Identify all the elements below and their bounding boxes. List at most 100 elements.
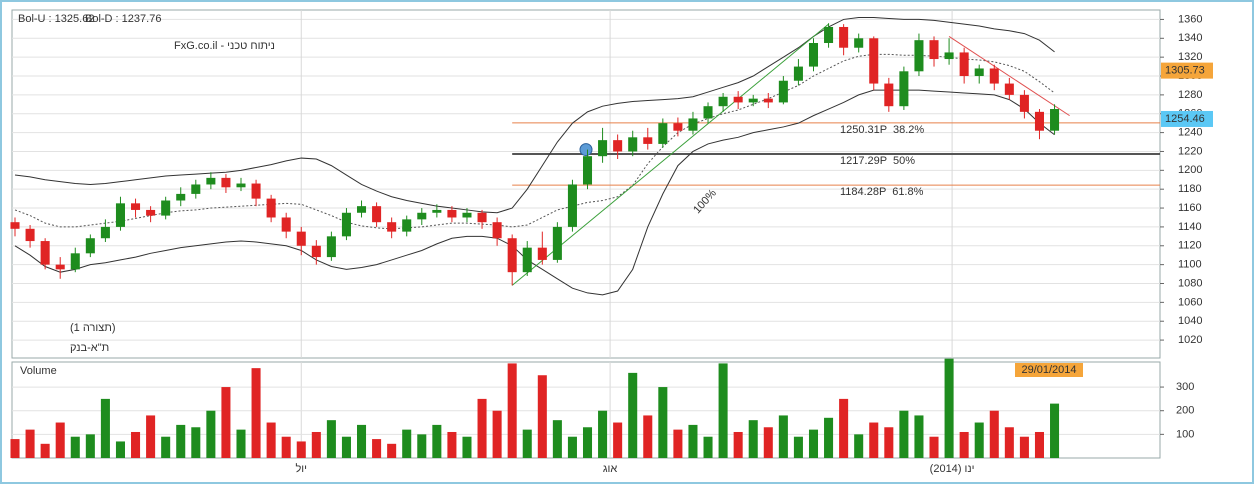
candle-body xyxy=(402,219,412,232)
candle-body xyxy=(462,212,472,218)
candle-body xyxy=(40,241,50,265)
candle-body xyxy=(808,43,819,67)
anchor-dot xyxy=(579,143,593,157)
candle-body xyxy=(131,203,141,210)
x-tick-label: אוג xyxy=(603,463,618,475)
candle-body xyxy=(613,140,623,152)
candle-body xyxy=(236,183,246,188)
candle-body xyxy=(100,226,110,239)
volume-bar xyxy=(507,363,517,458)
candle-body xyxy=(1004,83,1014,95)
price-badge-label: 1254.46 xyxy=(1165,113,1205,125)
candle-body xyxy=(251,183,261,199)
note: (תצורה 1) xyxy=(70,322,116,334)
volume-bar xyxy=(462,436,472,458)
volume-bar xyxy=(402,429,412,458)
x-tick-label: יול xyxy=(295,462,307,475)
volume-bar xyxy=(959,431,969,458)
volume-bar xyxy=(839,398,849,458)
candle-body xyxy=(884,83,894,107)
price-badge-label: 1305.73 xyxy=(1165,65,1205,77)
volume-bar xyxy=(613,422,623,458)
volume-bar xyxy=(221,387,231,458)
candle-body xyxy=(25,228,35,242)
volume-bar xyxy=(884,427,894,458)
candle-body xyxy=(914,40,924,72)
volume-bar xyxy=(824,417,834,458)
candle-body xyxy=(974,68,984,77)
candle-body xyxy=(688,118,698,131)
volume-bar xyxy=(808,429,819,458)
candle-body xyxy=(552,226,562,260)
volume-bar xyxy=(161,436,171,458)
volume-bar xyxy=(763,427,773,458)
volume-bar xyxy=(944,358,954,458)
volume-bar xyxy=(537,375,547,458)
volume-bar xyxy=(311,431,321,458)
price-badge xyxy=(1161,62,1213,79)
volume-bar xyxy=(417,434,427,458)
volume-bar xyxy=(432,424,442,458)
y-tick-label: 200 xyxy=(1176,405,1194,417)
volume-bar xyxy=(869,422,879,458)
candle-body xyxy=(959,52,969,77)
volume-bar xyxy=(643,415,653,458)
y-tick-label: 300 xyxy=(1176,381,1194,393)
volume-bar xyxy=(1034,431,1044,458)
date-badge-label: 29/01/2014 xyxy=(1021,364,1076,376)
volume-bar xyxy=(673,429,683,458)
legend-entry: Bol-U : 1325.62 xyxy=(18,13,94,25)
candle-body xyxy=(793,66,803,81)
volume-bar xyxy=(477,398,487,458)
candle-body xyxy=(929,40,939,60)
candle-body xyxy=(176,193,186,201)
x-tick-label: ינו (2014) xyxy=(930,463,975,475)
candle-body xyxy=(357,206,367,213)
volume-bar xyxy=(793,436,803,458)
volume-bar xyxy=(100,398,110,458)
candle-body xyxy=(658,123,668,144)
candle-body xyxy=(989,68,999,84)
candle-body xyxy=(598,140,608,157)
candle-body xyxy=(839,26,849,48)
volume-bar xyxy=(206,410,216,458)
volume-bar xyxy=(582,427,593,458)
candle-body xyxy=(326,236,336,258)
volume-bar xyxy=(522,429,532,458)
y-tick-label: 1080 xyxy=(1178,277,1202,289)
bollinger-lower xyxy=(14,89,1055,296)
volume-bar xyxy=(55,422,65,458)
volume-bar xyxy=(10,439,20,458)
volume-bar xyxy=(266,422,276,458)
volume-bar xyxy=(70,436,80,458)
candle-body xyxy=(372,206,382,223)
volume-bar xyxy=(1004,427,1014,458)
candle-body xyxy=(341,212,351,237)
y-tick-label: 1320 xyxy=(1178,51,1202,63)
candle-body xyxy=(161,200,171,216)
volume-bar xyxy=(357,424,367,458)
volume-bar xyxy=(688,424,698,458)
candle-body xyxy=(85,238,95,254)
candle-body xyxy=(492,222,502,239)
y-tick-label: 1240 xyxy=(1178,127,1202,139)
candle-body xyxy=(221,177,231,188)
candle-body xyxy=(387,222,397,232)
candle-body xyxy=(582,156,593,185)
volume-bar xyxy=(191,427,201,458)
candle-body xyxy=(537,247,547,260)
candle-body xyxy=(1019,94,1029,112)
volume-bar xyxy=(658,387,668,458)
volume-bar xyxy=(552,420,562,458)
candle-body xyxy=(703,106,713,119)
volume-bar xyxy=(25,429,35,458)
candle-body xyxy=(146,209,156,216)
candle-body xyxy=(763,98,773,103)
volume-bar xyxy=(447,431,457,458)
y-tick-label: 1100 xyxy=(1178,259,1202,271)
volume-bar xyxy=(341,436,351,458)
trend-line xyxy=(948,35,1070,117)
fib-label: 1217.29P 50% xyxy=(840,155,915,167)
volume-bar xyxy=(146,415,156,458)
volume-title: Volume xyxy=(20,365,57,377)
